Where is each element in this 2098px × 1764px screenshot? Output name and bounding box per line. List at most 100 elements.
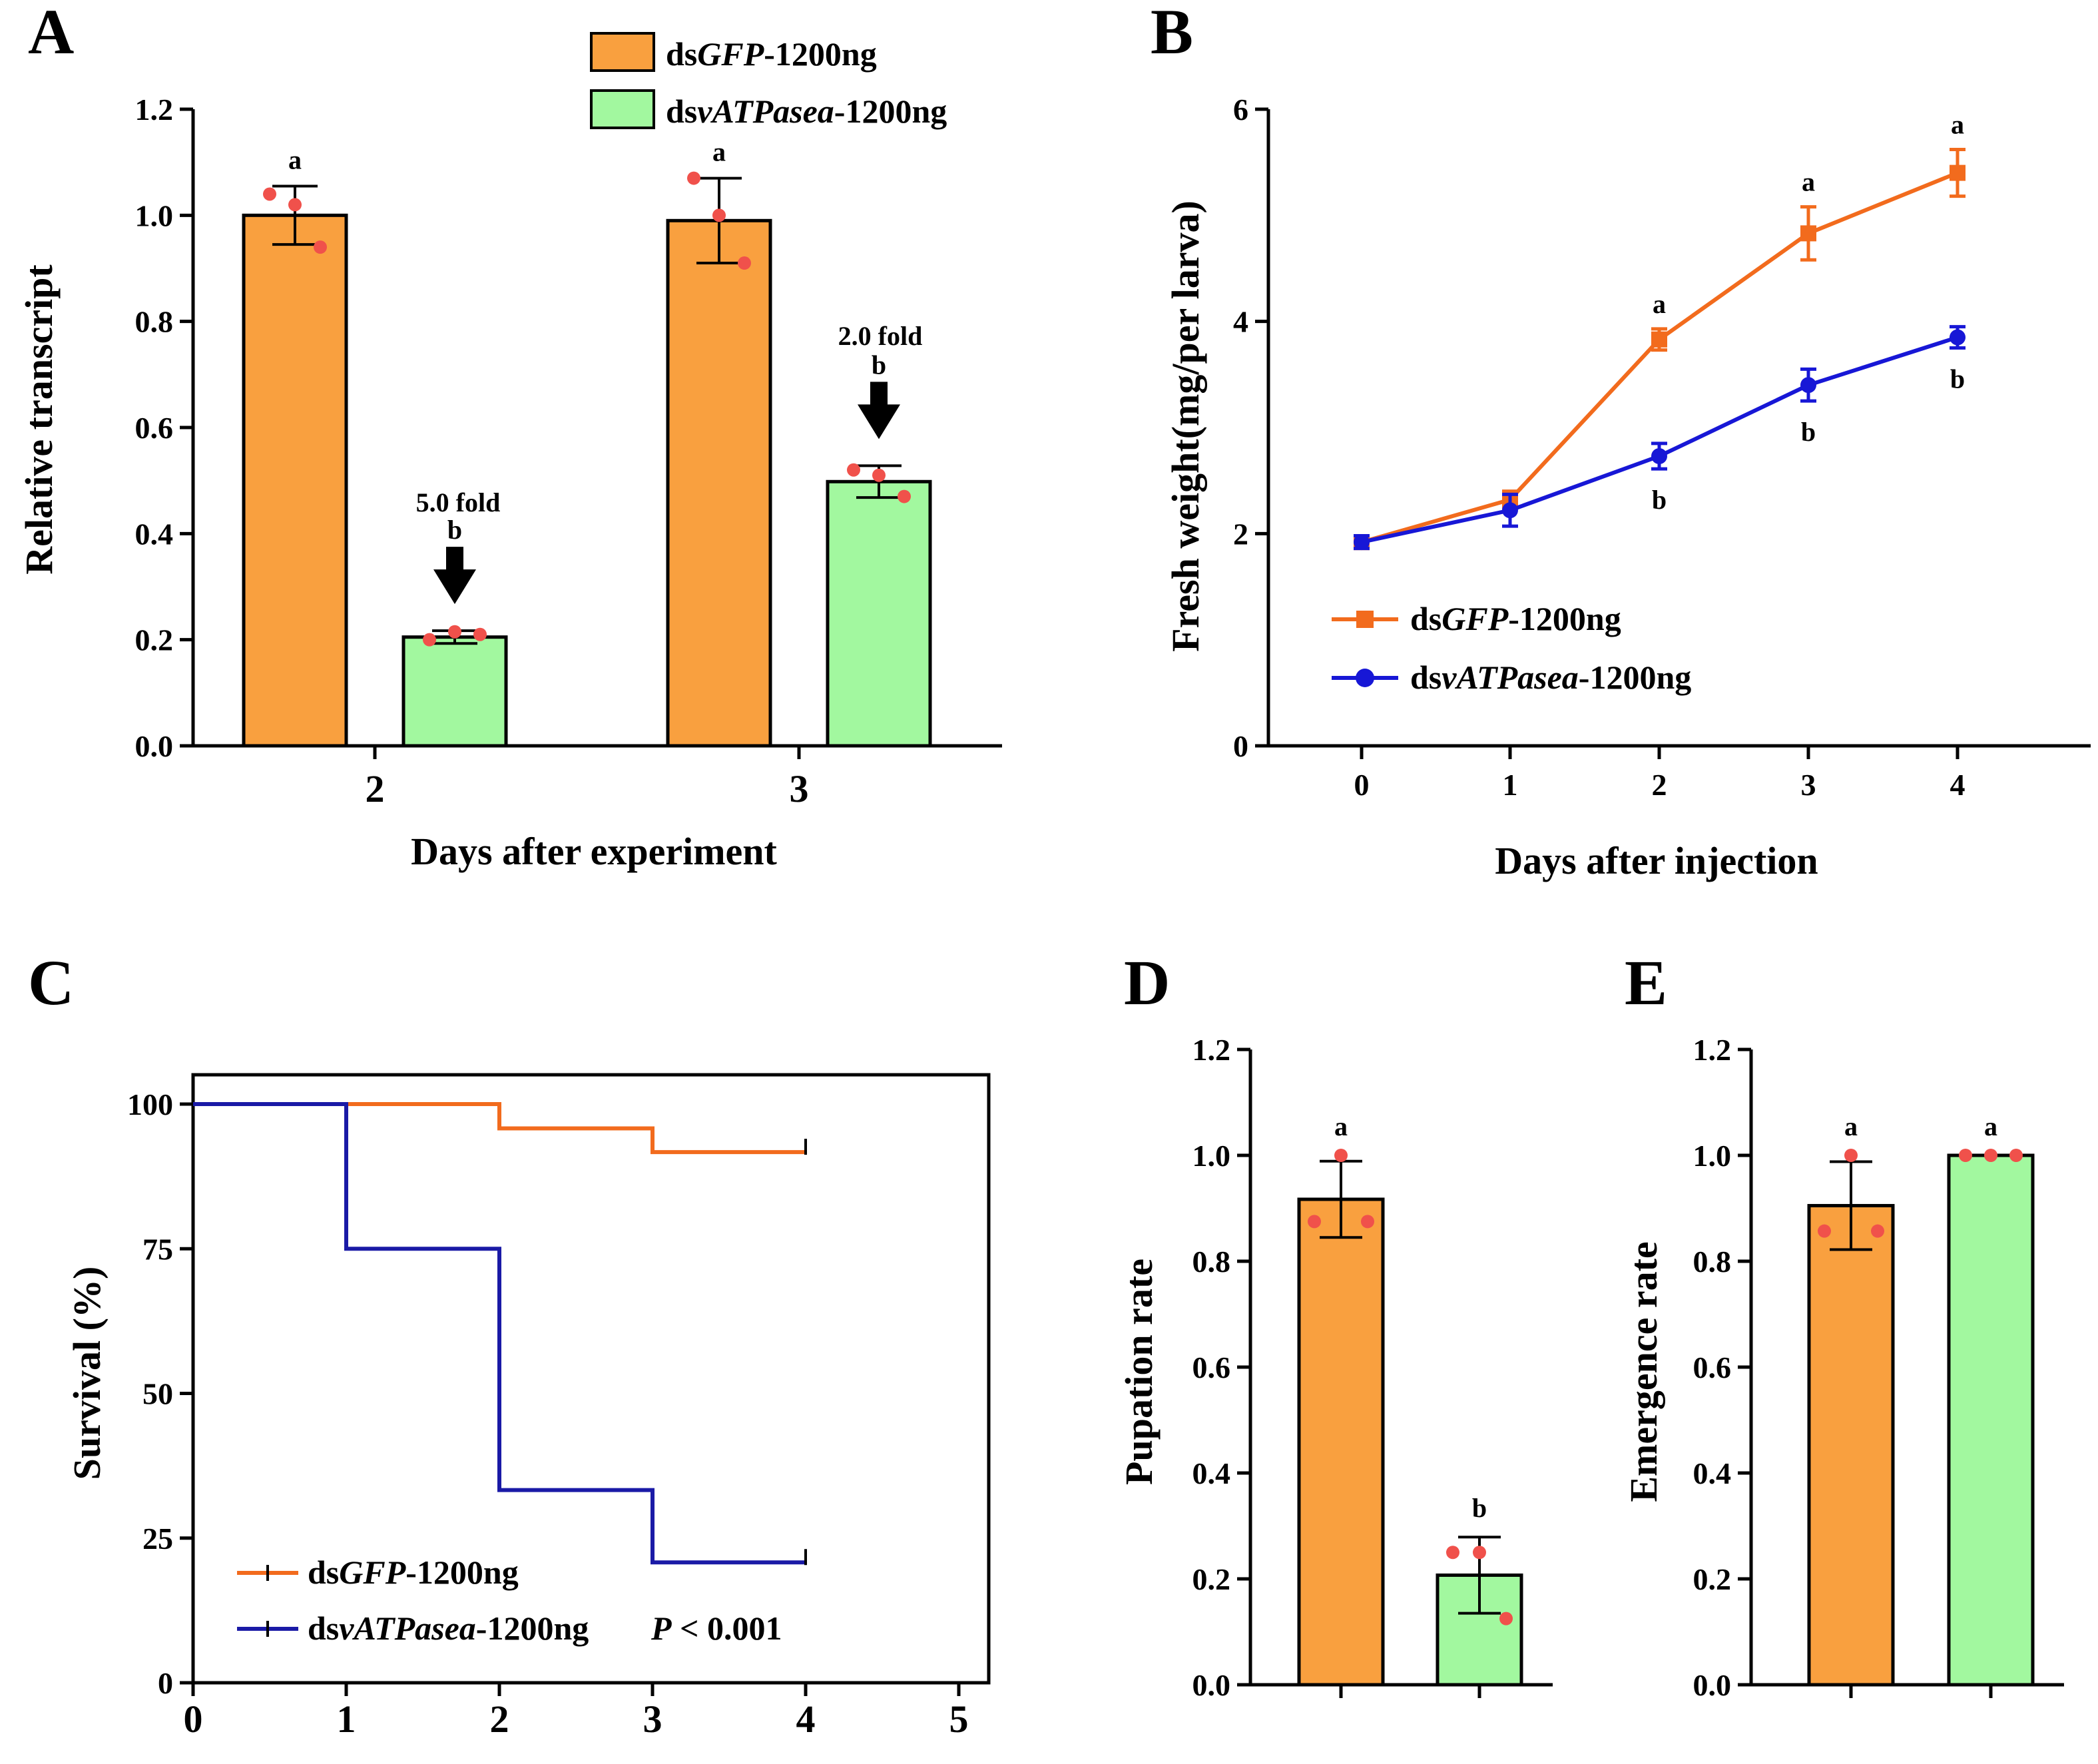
panel-c-y-tick-label: 75	[142, 1232, 173, 1266]
legend-label-vatp: dsvATPasea-1200ng	[666, 93, 947, 130]
panel-letter-d: D	[1124, 947, 1170, 1018]
panel-b-y-tick-label: 2	[1233, 517, 1248, 551]
panel-b-x-tick-label: 1	[1503, 768, 1518, 802]
panel-a-data-point	[847, 463, 860, 477]
panel-a-data-point	[712, 208, 726, 222]
panel-b-x-tick-label: 0	[1354, 768, 1370, 802]
panel-c-y-tick-label: 0	[158, 1666, 173, 1700]
panel-b-x-tick-label: 2	[1652, 768, 1667, 802]
panel-e-y-tick-label: 1.2	[1693, 1033, 1732, 1067]
panel-c-plot-frame	[191, 1073, 991, 1685]
panel-a-bar	[826, 479, 932, 748]
panel-a-x-tick-label: 3	[790, 767, 809, 810]
panel-a-arrow	[433, 547, 476, 605]
panel-a-y-tick-label: 0.0	[135, 729, 174, 763]
panel-a-data-point	[738, 256, 751, 270]
panel-b-point	[1950, 164, 1966, 181]
panel-e-data-point	[2009, 1149, 2023, 1162]
panel-b-x-tick-label: 3	[1801, 768, 1816, 802]
panel-e-y-tick-label: 0.6	[1693, 1350, 1732, 1384]
panel-a-data-point	[423, 633, 436, 647]
panel-d-data-point	[1334, 1149, 1348, 1162]
panel-a-y-tick-label: 0.8	[135, 305, 174, 339]
panel-d-data-point	[1499, 1612, 1513, 1625]
panel-a-data-point	[448, 625, 461, 639]
panel-a-sig-letter: a	[288, 145, 302, 175]
panel-b-ylabel: Fresh weight(mg/per larva)	[1164, 200, 1207, 652]
legend-label-gfp: dsGFP-1200ng	[666, 35, 877, 73]
panel-b-sig-letter: a	[1653, 289, 1666, 319]
panel-b-point	[1651, 448, 1667, 465]
panel-e-data-point	[1871, 1224, 1884, 1238]
panel-b-sig-letter: a	[1802, 167, 1815, 197]
legend-label-b-gfp: dsGFP-1200ng	[1410, 600, 1621, 637]
panel-b-point	[1354, 534, 1370, 551]
panel-b-legend: dsGFP-1200ng dsvATPasea-1200ng	[1332, 600, 1691, 696]
panel-e-y-tick-label: 0.0	[1693, 1668, 1732, 1702]
panel-b-point	[1800, 225, 1816, 242]
panel-a-ylabel: Relative transcript	[17, 264, 61, 575]
panel-b-sig-letter: a	[1951, 110, 1964, 140]
panel-c-x-tick-label: 5	[949, 1697, 969, 1741]
panel-d-y-tick-label: 0.2	[1192, 1562, 1231, 1596]
panel-c-x-tick-label: 4	[796, 1697, 816, 1741]
panel-c-y-tick-label: 50	[142, 1377, 173, 1411]
panel-e-y-tick-label: 0.2	[1693, 1562, 1732, 1596]
panel-a-xlabel: Days after experiment	[411, 830, 777, 873]
panel-b-x-tick-label: 4	[1950, 768, 1966, 802]
panel-a-y-tick-label: 0.6	[135, 411, 174, 445]
panel-b-xlabel: Days after injection	[1495, 839, 1818, 882]
panel-d-sig-letter: b	[1472, 1493, 1487, 1523]
panel-a-y-tick-label: 1.0	[135, 198, 174, 232]
panel-letter-c: C	[28, 947, 74, 1018]
legend-label-c-vatp: dsvATPasea-1200ng	[308, 1610, 589, 1647]
panel-e-ylabel: Emergence rate	[1622, 1241, 1665, 1502]
panel-d-y-tick-label: 1.0	[1192, 1139, 1231, 1173]
panel-a-y-tick-label: 0.2	[135, 623, 174, 657]
panel-a-data-point	[473, 627, 487, 641]
legend-label-c-gfp: dsGFP-1200ng	[308, 1554, 519, 1591]
panel-a-data-point	[898, 489, 911, 503]
panel-a-sig-letter: b	[447, 515, 462, 545]
legend-label-b-vatp: dsvATPasea-1200ng	[1410, 659, 1691, 696]
panel-a-sig-letter: a	[712, 137, 726, 167]
panel-c-x-tick-label: 1	[337, 1697, 356, 1741]
panel-d-data-point	[1473, 1546, 1486, 1560]
chart-marks: 0.0 0.2 0.4 0.6 0.8 1.0 1.2 2 a b 3 a b 0 2 4 6 0 1 2 3 4 a a a b…	[127, 93, 2091, 1741]
legend-swatch-vatp	[590, 89, 655, 129]
fold-label-day3: 2.0 fold	[838, 321, 923, 351]
panel-e-bar	[1807, 1204, 1895, 1687]
panel-a-bar	[401, 635, 508, 748]
panel-b-point	[1651, 331, 1667, 348]
panel-a-data-point	[263, 187, 276, 201]
panel-b-sig-letter: b	[1652, 485, 1667, 515]
panel-a-data-point	[687, 171, 700, 185]
panel-b-y-tick-label: 4	[1233, 305, 1248, 339]
panel-c-survival-curve	[193, 1102, 806, 1155]
panel-c-x-tick-label: 2	[490, 1697, 509, 1741]
panel-b-point	[1800, 377, 1816, 394]
panel-e-y-tick-label: 1.0	[1693, 1139, 1732, 1173]
panel-a-y-tick-label: 0.4	[135, 517, 174, 551]
panel-e-y-tick-label: 0.4	[1693, 1456, 1732, 1490]
panel-c-y-tick-label: 100	[127, 1087, 173, 1121]
panel-letter-a: A	[28, 0, 74, 67]
panel-a-sig-letter: b	[872, 350, 886, 380]
panel-c-x-tick-label: 3	[643, 1697, 662, 1741]
panel-d-bar	[1297, 1197, 1385, 1687]
panel-d-data-point	[1308, 1215, 1321, 1229]
panel-b-sig-letter: b	[1801, 417, 1816, 447]
panel-a-arrow	[858, 382, 900, 440]
panel-e-bar	[1947, 1153, 2035, 1687]
legend-swatch-gfp	[590, 32, 655, 72]
fold-label-day2: 5.0 fold	[416, 487, 501, 517]
panel-d-sig-letter: a	[1334, 1111, 1348, 1141]
panel-c-x-tick-label: 0	[184, 1697, 203, 1741]
panel-d-y-tick-label: 1.2	[1192, 1033, 1231, 1067]
panel-c-y-tick-label: 25	[142, 1522, 173, 1556]
panel-e-data-point	[1959, 1149, 1972, 1162]
panel-e-sig-letter: a	[1984, 1111, 1997, 1141]
panel-a-bar	[242, 213, 348, 748]
panel-c-ylabel: Survival (%)	[65, 1267, 109, 1480]
panel-b-point	[1950, 329, 1966, 346]
